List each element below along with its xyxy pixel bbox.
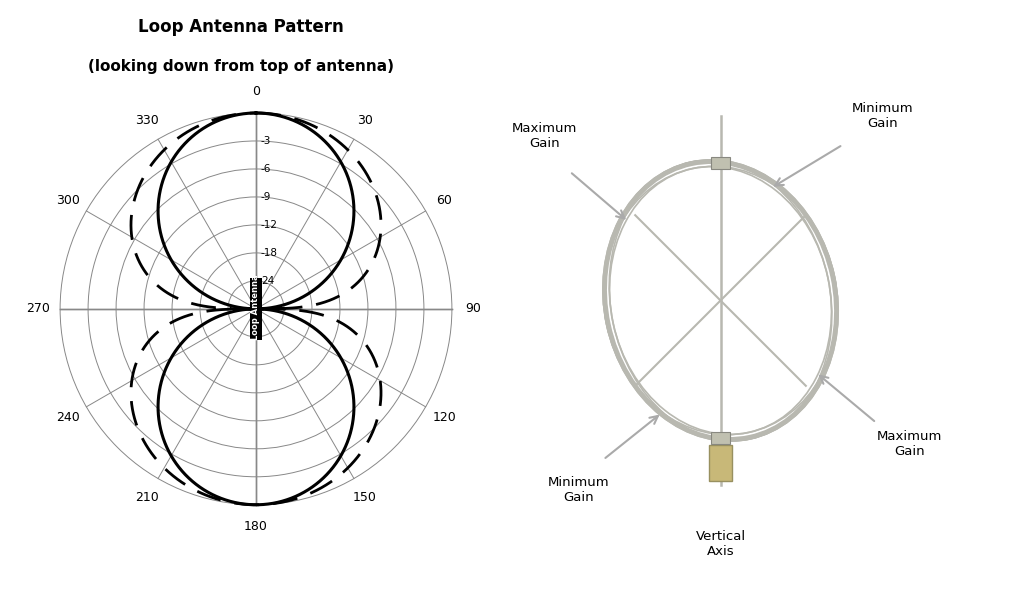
Text: 30: 30 bbox=[356, 114, 373, 127]
Text: 330: 330 bbox=[135, 114, 159, 127]
Text: 120: 120 bbox=[432, 411, 456, 424]
Text: 180: 180 bbox=[244, 520, 268, 533]
Text: Maximum
Gain: Maximum Gain bbox=[878, 429, 942, 457]
Text: Loop Antenna Pattern: Loop Antenna Pattern bbox=[138, 18, 343, 36]
Text: -3: -3 bbox=[261, 136, 271, 146]
Text: 240: 240 bbox=[56, 411, 80, 424]
Text: (looking down from top of antenna): (looking down from top of antenna) bbox=[88, 59, 393, 74]
Text: Minimum
Gain: Minimum Gain bbox=[547, 476, 609, 504]
Text: -12: -12 bbox=[261, 220, 278, 230]
Text: Minimum
Gain: Minimum Gain bbox=[852, 102, 913, 129]
Text: Vertical
Axis: Vertical Axis bbox=[695, 530, 745, 558]
Text: -6: -6 bbox=[261, 164, 271, 174]
Text: 0: 0 bbox=[252, 85, 260, 98]
Text: Maximum
Gain: Maximum Gain bbox=[512, 122, 578, 150]
Text: 300: 300 bbox=[55, 194, 80, 207]
Text: 60: 60 bbox=[436, 194, 453, 207]
Bar bbox=[709, 444, 732, 482]
Text: Loop Antenna: Loop Antenna bbox=[252, 274, 260, 340]
Text: -18: -18 bbox=[261, 248, 278, 258]
Text: -9: -9 bbox=[261, 192, 271, 202]
Bar bbox=[250, 277, 262, 340]
Bar bbox=[712, 432, 730, 444]
Text: 210: 210 bbox=[135, 491, 159, 504]
Text: 90: 90 bbox=[466, 302, 481, 315]
Bar bbox=[712, 157, 730, 169]
Text: 24: 24 bbox=[261, 276, 274, 286]
Text: 270: 270 bbox=[27, 302, 50, 315]
Text: 150: 150 bbox=[353, 491, 377, 504]
